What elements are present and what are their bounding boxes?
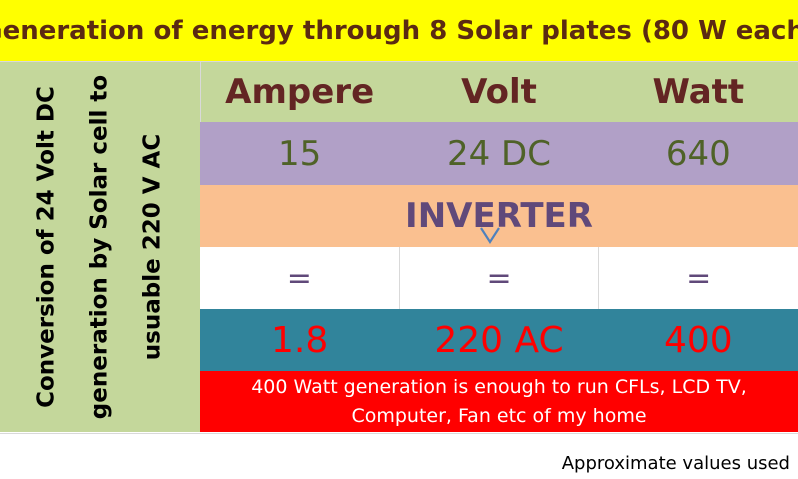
title-text: Generation of energy through 8 Solar pla… (0, 15, 798, 46)
equals-row: = = = (200, 247, 798, 309)
note-line-2: Computer, Fan etc of my home (351, 404, 647, 427)
down-arrow-icon (480, 227, 500, 245)
side-label-line-3: usuable 220 V AC (139, 133, 166, 361)
header-watt: Watt (652, 72, 745, 112)
dc-ampere: 15 (278, 133, 322, 174)
note-row: 400 Watt generation is enough to run CFL… (200, 371, 798, 432)
equals-volt: = (400, 247, 600, 309)
side-label-line-2: generation by Solar cell to (86, 74, 113, 420)
ac-row: 1.8 220 AC 400 (200, 309, 798, 371)
header-ampere: Ampere (225, 72, 375, 112)
grid-divider (0, 61, 798, 62)
title-banner: Generation of energy through 8 Solar pla… (0, 0, 798, 62)
header-row: Ampere Volt Watt (200, 62, 798, 122)
ac-ampere: 1.8 (271, 319, 329, 361)
footer-row: Approximate values used (0, 433, 798, 479)
side-label-line-1: Conversion of 24 Volt DC (33, 86, 60, 408)
ac-volt: 220 AC (434, 319, 564, 361)
header-volt: Volt (461, 72, 537, 112)
dc-row: 15 24 DC 640 (200, 122, 798, 185)
inverter-row: INVERTER (200, 185, 798, 247)
dc-volt: 24 DC (446, 133, 551, 174)
footer-note: Approximate values used (561, 453, 790, 474)
dc-watt: 640 (665, 133, 731, 174)
side-label-cell: Conversion of 24 Volt DC generation by S… (0, 62, 200, 432)
equals-ampere: = (200, 247, 400, 309)
ac-watt: 400 (663, 319, 733, 361)
equals-watt: = (686, 260, 712, 296)
note-line-1: 400 Watt generation is enough to run CFL… (251, 375, 747, 398)
side-label-text: Conversion of 24 Volt DC generation by S… (21, 62, 180, 432)
grid-divider (200, 62, 201, 122)
